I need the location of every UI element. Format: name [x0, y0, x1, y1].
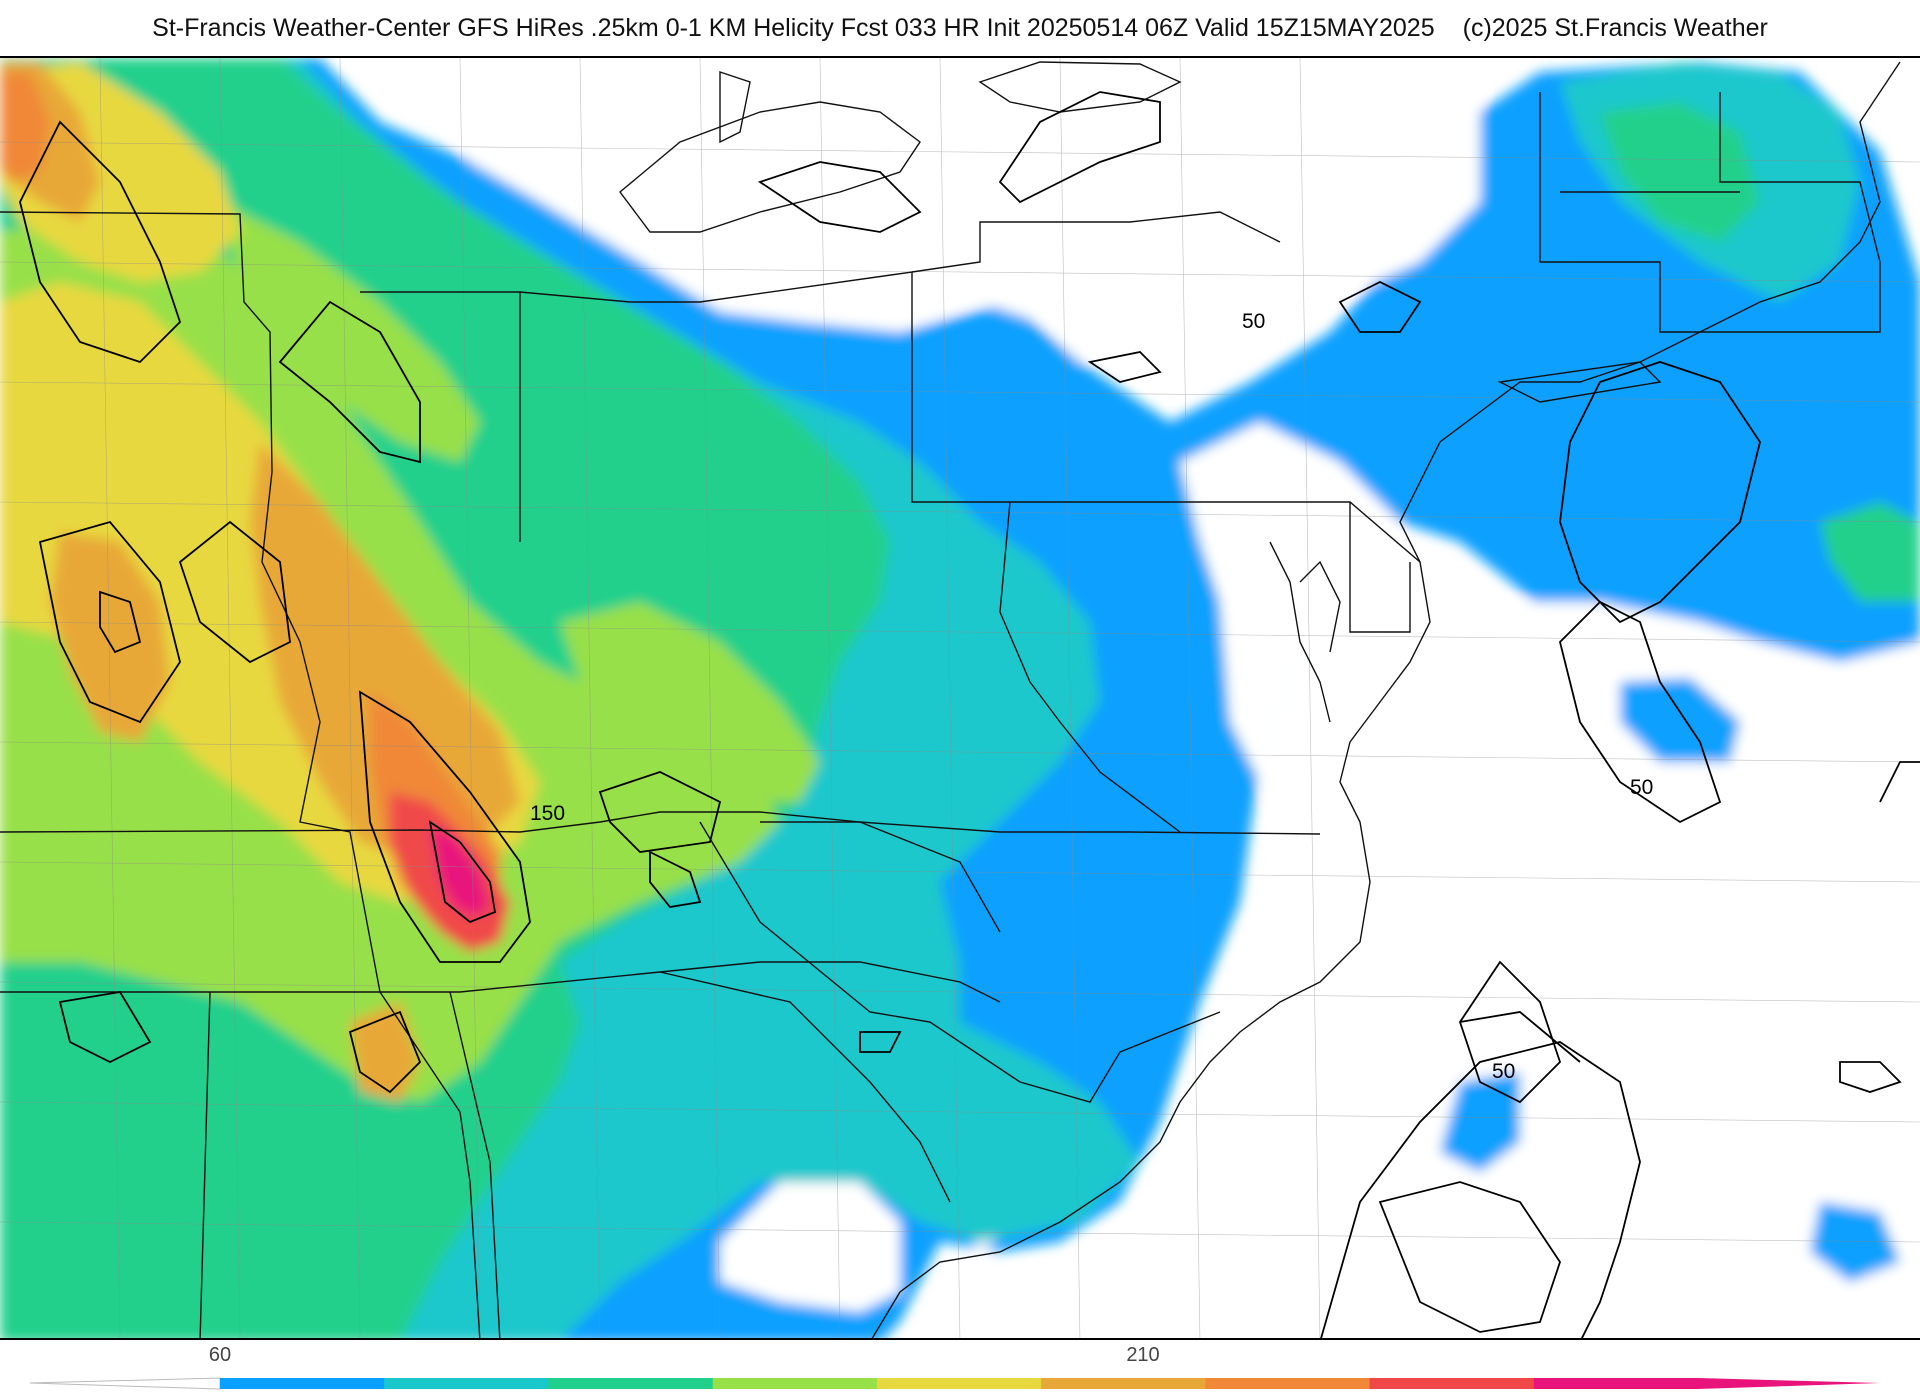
fill-gap-southeast — [720, 1182, 900, 1312]
fill-orange — [250, 442, 520, 862]
county-lines — [0, 58, 1920, 1338]
colorbar-segment — [1533, 1378, 1699, 1389]
fill-magenta — [430, 827, 490, 917]
coastline — [871, 61, 1901, 1338]
colorbar-scale — [29, 1377, 1880, 1390]
fill-gap-chesapeake — [1180, 422, 1920, 1338]
contour-lines — [19, 91, 1920, 1338]
fill-orange-west — [50, 532, 170, 742]
colorbar-right-arrow — [1698, 1378, 1880, 1389]
contour-label-50-east: 50 — [1630, 776, 1653, 799]
title-bar: St-Francis Weather-Center GFS HiRes .25k… — [0, 0, 1920, 56]
colorbar-segments — [220, 1378, 1699, 1389]
fill-lime-north — [220, 202, 480, 462]
colorbar-segment — [876, 1378, 1042, 1389]
colorbar-left-arrow — [29, 1377, 221, 1390]
great-lakes — [619, 61, 1182, 233]
state-borders — [0, 92, 1881, 1338]
colorbar-segment — [1369, 1378, 1535, 1389]
colorbar-segment — [384, 1378, 549, 1389]
fill-green-east — [1820, 502, 1920, 602]
colorbar-segment — [712, 1378, 878, 1389]
copyright-text: (c)2025 St.Francis Weather — [1462, 13, 1768, 42]
fill-blue-ocean-2 — [1440, 1072, 1520, 1172]
contour-label-50-south: 50 — [1492, 1060, 1515, 1083]
helicity-map[interactable]: 50 150 50 50 — [0, 56, 1920, 1340]
map-title: St-Francis Weather-Center GFS HiRes .25k… — [152, 13, 1435, 42]
colorbar-segment — [1205, 1378, 1370, 1389]
fill-gap-north — [420, 58, 1480, 382]
colorbar: 60 210 — [0, 1340, 1920, 1400]
contour-label-150: 150 — [530, 802, 565, 825]
fill-blue-ocean-3 — [1810, 1202, 1900, 1282]
fill-blue-ocean-1 — [1620, 678, 1740, 762]
colorbar-segment — [1041, 1378, 1206, 1389]
contour-label-50-north: 50 — [1242, 310, 1265, 333]
fill-lime-se — [560, 602, 820, 802]
helicity-fill — [0, 58, 1920, 1338]
colorbar-segment — [220, 1378, 385, 1389]
fill-dark-orange-nw — [0, 72, 50, 182]
colorbar-segment — [548, 1378, 714, 1389]
map-canvas: 50 150 50 50 — [0, 58, 1920, 1338]
colorbar-tick-label: 210 — [1126, 1344, 1160, 1366]
colorbar-tick-label: 60 — [208, 1344, 232, 1366]
